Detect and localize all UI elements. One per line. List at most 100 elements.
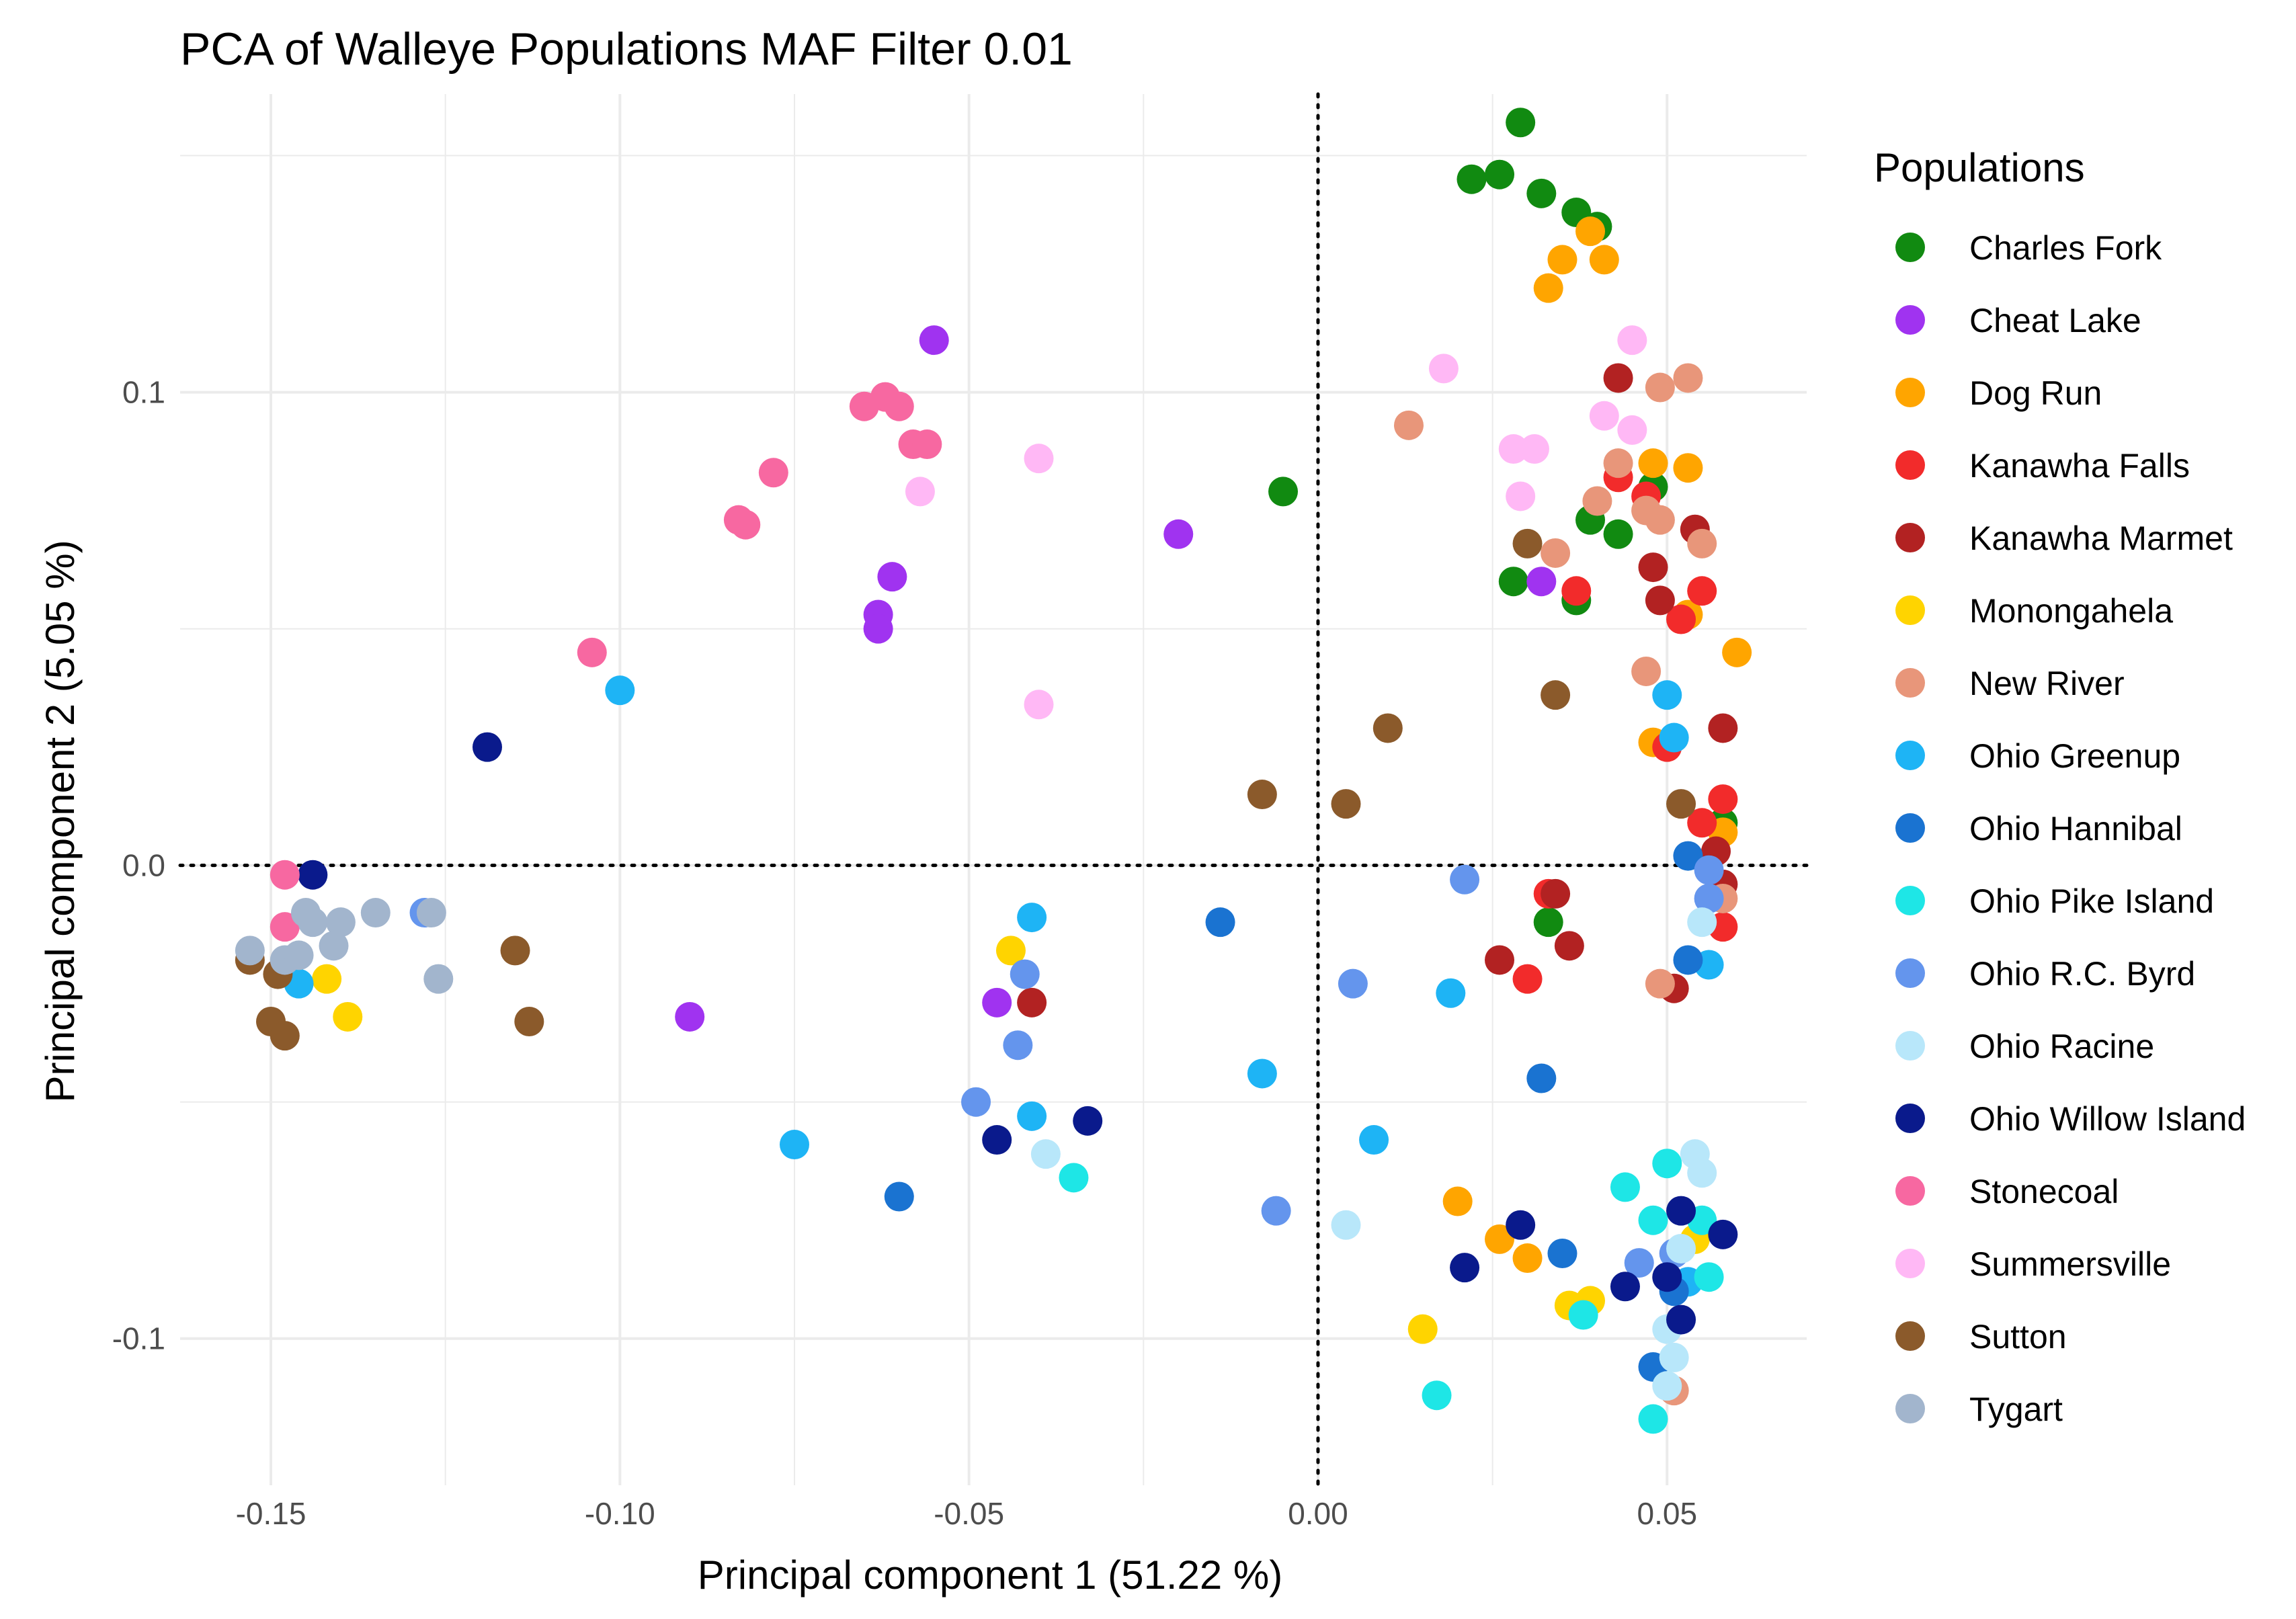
data-point	[284, 940, 314, 970]
legend-label: Ohio Racine	[1969, 1028, 2154, 1065]
data-point	[675, 1001, 705, 1032]
x-axis-title: Principal component 1 (51.22 %)	[698, 1552, 1282, 1597]
data-point	[1708, 1219, 1738, 1249]
data-point	[1575, 216, 1606, 247]
legend-label: Dog Run	[1969, 374, 2102, 412]
legend-key	[1895, 1394, 1925, 1423]
legend-key	[1895, 886, 1925, 915]
data-point	[1638, 448, 1668, 479]
data-point	[472, 732, 502, 762]
data-point	[1687, 907, 1717, 938]
data-point	[1673, 363, 1703, 393]
data-point	[325, 907, 356, 938]
data-point	[919, 325, 949, 356]
data-point	[1541, 878, 1571, 909]
legend-label: Ohio Pike Island	[1969, 882, 2214, 920]
data-point	[1666, 1304, 1696, 1335]
data-point	[1247, 780, 1277, 810]
data-point	[1506, 481, 1536, 511]
data-point	[1589, 401, 1619, 431]
data-point	[1547, 245, 1577, 275]
legend-key	[1895, 1031, 1925, 1061]
data-point	[1694, 1262, 1724, 1292]
data-point	[1645, 968, 1675, 999]
data-point	[1652, 1371, 1682, 1401]
data-point	[514, 1007, 544, 1036]
data-point	[1422, 1380, 1452, 1411]
data-point	[1450, 864, 1480, 895]
legend-key	[1895, 1104, 1925, 1133]
data-point	[1687, 576, 1717, 606]
legend-items: Charles Fork Cheat Lake Dog Run Kanawha Fal…	[1895, 229, 2246, 1428]
grid-layer	[180, 94, 1807, 1485]
y-tick-label: 0.1	[122, 375, 165, 410]
data-point	[1512, 964, 1543, 994]
data-point	[1436, 978, 1466, 1008]
legend-label: New River	[1969, 665, 2125, 702]
data-point	[1017, 1101, 1047, 1131]
legend-key	[1895, 378, 1925, 407]
data-point	[1561, 576, 1592, 606]
y-axis-title: Principal component 2 (5.05 %)	[38, 540, 83, 1102]
data-point	[1603, 363, 1633, 393]
data-point	[1687, 528, 1717, 558]
data-point	[1163, 519, 1194, 549]
legend-label: Ohio R.C. Byrd	[1969, 955, 2195, 993]
y-tick-label: 0.0	[122, 848, 165, 883]
data-point	[905, 476, 935, 507]
data-point	[298, 860, 328, 890]
data-point	[1073, 1106, 1103, 1136]
legend-key	[1895, 668, 1925, 698]
data-point	[1331, 789, 1361, 819]
data-point	[1205, 907, 1235, 938]
data-point	[1024, 444, 1054, 474]
data-point	[1673, 453, 1703, 483]
data-point	[1512, 528, 1543, 558]
data-point	[605, 675, 635, 706]
data-point	[1659, 722, 1689, 753]
x-tick-label: 0.00	[1288, 1496, 1348, 1531]
data-point	[1485, 159, 1515, 190]
data-point	[1659, 1342, 1689, 1372]
data-point	[1589, 245, 1619, 275]
data-point	[1638, 1404, 1668, 1434]
data-point	[863, 614, 893, 644]
data-point	[1519, 434, 1549, 464]
legend-label: Kanawha Falls	[1969, 447, 2190, 485]
legend-label: Ohio Greenup	[1969, 737, 2180, 775]
data-point	[1603, 448, 1633, 479]
data-point	[1554, 931, 1584, 961]
data-point	[1268, 476, 1299, 507]
legend-key	[1895, 741, 1925, 770]
data-point	[1372, 713, 1403, 743]
data-point	[995, 936, 1026, 966]
data-point	[1498, 434, 1528, 464]
data-point	[1485, 945, 1515, 975]
data-point	[1331, 1210, 1361, 1240]
data-point	[961, 1087, 991, 1117]
data-point	[1652, 1262, 1682, 1292]
data-point	[1610, 1272, 1640, 1302]
legend-key	[1895, 233, 1925, 262]
data-point	[1457, 164, 1487, 194]
data-point	[270, 860, 300, 890]
data-point	[1506, 108, 1536, 138]
data-point	[1533, 273, 1563, 303]
legend-label: Cheat Lake	[1969, 302, 2141, 339]
data-point	[1485, 1224, 1515, 1254]
data-point	[1541, 680, 1571, 710]
legend-label: Charles Fork	[1969, 229, 2162, 267]
data-point	[1652, 680, 1682, 710]
data-point	[1498, 567, 1528, 597]
data-point	[1694, 883, 1724, 913]
data-point	[1722, 637, 1752, 667]
data-point	[235, 936, 265, 966]
data-point	[1708, 713, 1738, 743]
data-point	[1708, 784, 1738, 815]
data-point	[1652, 1149, 1682, 1179]
data-point	[1024, 690, 1054, 720]
data-point	[1533, 907, 1563, 938]
legend-key	[1895, 595, 1925, 625]
data-point	[1547, 1239, 1577, 1268]
data-point	[1450, 1253, 1480, 1283]
